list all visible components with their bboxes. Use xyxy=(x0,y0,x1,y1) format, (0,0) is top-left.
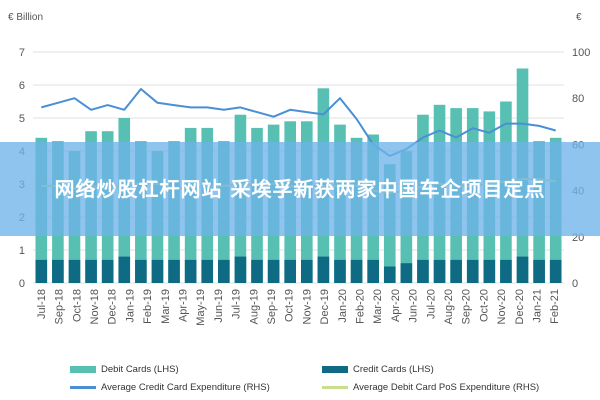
x-tick-label: Feb-19 xyxy=(142,289,154,324)
legend-item-avg-debit: Average Debit Card PoS Expenditure (RHS) xyxy=(322,382,539,393)
banner-text: 网络炒股杠杆网站 采埃孚新获两家中国车企项目定点 xyxy=(54,176,546,201)
overlay-banner: 网络炒股杠杆网站 采埃孚新获两家中国车企项目定点 xyxy=(0,142,600,236)
legend-label-avg-credit: Average Credit Card Expenditure (RHS) xyxy=(101,382,270,393)
credit-card-bar xyxy=(35,259,48,283)
credit-card-bar xyxy=(184,259,197,283)
chart-legend: Debit Cards (LHS) Credit Cards (LHS) Ave… xyxy=(0,358,600,400)
x-axis-ticks: Jul-18 Sep-18 Oct-18 Nov-18 Dec-18 Jan-19 Feb-… xyxy=(36,289,561,326)
left-tick-label: 7 xyxy=(19,47,25,59)
credit-card-bar xyxy=(483,259,496,283)
x-tick-label: Jan-19 xyxy=(124,289,136,323)
left-tick-label: 6 xyxy=(19,80,25,92)
x-tick-label: Nov-20 xyxy=(496,289,508,324)
x-tick-label: Sep-18 xyxy=(54,289,66,324)
credit-card-bar xyxy=(201,259,214,283)
x-tick-label: Oct-20 xyxy=(478,289,490,322)
left-axis-unit: € Billion xyxy=(8,12,43,23)
legend-swatch-credit-cards xyxy=(322,366,348,373)
credit-card-bar xyxy=(450,259,462,283)
legend-item-avg-credit: Average Credit Card Expenditure (RHS) xyxy=(70,382,270,393)
left-tick-label: 0 xyxy=(19,278,25,290)
x-tick-label: Nov-18 xyxy=(89,289,101,324)
legend-item-debit-cards: Debit Cards (LHS) xyxy=(70,364,179,375)
credit-card-bar xyxy=(234,256,247,283)
credit-card-bar xyxy=(85,259,97,283)
x-tick-label: Oct-18 xyxy=(71,289,83,322)
x-tick-label: May-19 xyxy=(195,289,207,326)
credit-card-bar xyxy=(466,259,479,283)
credit-card-bar xyxy=(533,259,545,283)
x-tick-label: Feb-21 xyxy=(549,289,561,324)
x-tick-label: Jul-19 xyxy=(231,289,243,319)
x-tick-label: Nov-19 xyxy=(301,289,313,324)
x-tick-label: Jul-20 xyxy=(425,289,437,319)
credit-card-bar xyxy=(151,259,164,283)
x-tick-label: Sep-19 xyxy=(266,289,278,324)
legend-swatch-debit-cards xyxy=(70,366,96,373)
avg-credit-expenditure-line xyxy=(41,88,556,157)
credit-card-bar xyxy=(383,266,396,283)
credit-card-bar xyxy=(549,259,562,283)
x-tick-label: Jan-20 xyxy=(337,289,349,323)
x-tick-label: Feb-20 xyxy=(354,289,366,324)
credit-card-bar xyxy=(168,259,180,283)
right-tick-label: 80 xyxy=(572,93,584,105)
credit-card-bar xyxy=(118,256,131,283)
credit-card-bar xyxy=(516,256,529,283)
credit-card-bar xyxy=(433,259,446,283)
credit-card-bar xyxy=(400,263,413,283)
x-tick-label: Dec-18 xyxy=(107,289,119,324)
right-tick-label: 0 xyxy=(572,278,578,290)
credit-card-bar xyxy=(251,259,263,283)
credit-card-bar xyxy=(101,259,114,283)
x-tick-label: Dec-19 xyxy=(319,289,331,324)
credit-card-bar xyxy=(334,259,346,283)
credit-card-bar xyxy=(284,259,297,283)
credit-card-bar xyxy=(267,259,280,283)
credit-card-bar xyxy=(350,259,363,283)
credit-card-bar xyxy=(500,259,512,283)
credit-card-bar xyxy=(300,259,313,283)
x-tick-label: Oct-19 xyxy=(284,289,296,322)
legend-label-avg-debit: Average Debit Card PoS Expenditure (RHS) xyxy=(353,382,540,393)
legend-swatch-avg-credit xyxy=(70,386,96,389)
x-tick-label: Aug-19 xyxy=(248,289,260,324)
credit-card-bar xyxy=(367,259,379,283)
x-tick-label: Aug-20 xyxy=(443,289,455,324)
x-tick-label: Apr-19 xyxy=(177,289,189,322)
credit-card-bar xyxy=(317,256,330,283)
credit-card-bar xyxy=(218,259,230,283)
x-tick-label: Mar-19 xyxy=(160,289,172,324)
right-tick-label: 100 xyxy=(572,47,590,59)
credit-card-bar xyxy=(135,259,147,283)
x-tick-label: Mar-20 xyxy=(372,289,384,324)
x-tick-label: Jul-18 xyxy=(36,289,48,319)
legend-swatch-avg-debit xyxy=(322,386,348,389)
left-tick-label: 5 xyxy=(19,113,25,125)
x-tick-label: Jun-20 xyxy=(408,289,420,323)
x-tick-label: Jan-21 xyxy=(531,289,543,323)
credit-card-bar xyxy=(417,259,429,283)
x-tick-label: Dec-20 xyxy=(514,289,526,324)
right-axis-unit: € xyxy=(576,12,582,23)
credit-card-bar xyxy=(68,259,81,283)
legend-label-credit-cards: Credit Cards (LHS) xyxy=(353,364,434,375)
left-tick-label: 1 xyxy=(19,245,25,257)
x-tick-label: Apr-20 xyxy=(390,289,402,322)
x-tick-label: Jun-19 xyxy=(213,289,225,323)
legend-item-credit-cards: Credit Cards (LHS) xyxy=(322,364,434,375)
credit-card-bar xyxy=(52,259,64,283)
x-tick-label: Sep-20 xyxy=(461,289,473,324)
legend-label-debit-cards: Debit Cards (LHS) xyxy=(101,364,179,375)
